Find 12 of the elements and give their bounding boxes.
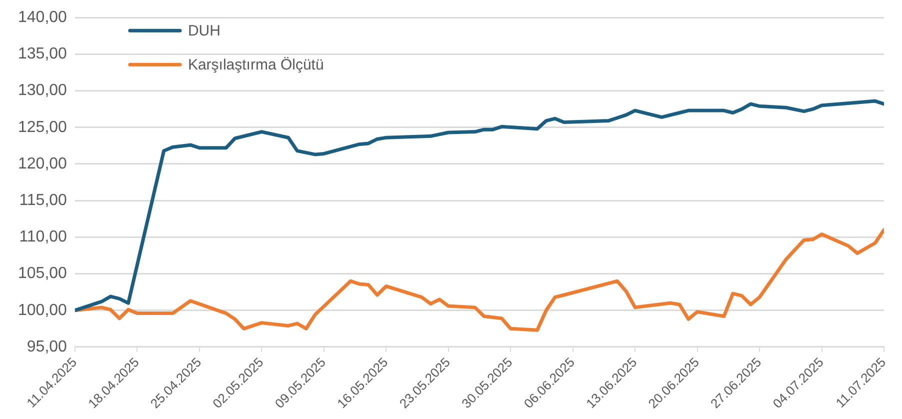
y-tick-label: 140,00 [18, 9, 68, 26]
legend-label: Karşılaştırma Ölçütü [188, 56, 324, 74]
y-tick-label: 120,00 [18, 155, 68, 172]
legend-label: DUH [188, 22, 220, 40]
y-tick-label: 130,00 [18, 82, 68, 100]
y-tick-label: 95,00 [26, 338, 68, 356]
y-tick-label: 110,00 [19, 228, 68, 246]
y-tick-label: 125,00 [18, 118, 68, 136]
y-tick-label: 115,00 [19, 192, 68, 209]
y-tick-label: 105,00 [18, 265, 68, 282]
y-tick-label: 100,00 [18, 302, 68, 319]
y-tick-label: 135,00 [18, 46, 68, 63]
